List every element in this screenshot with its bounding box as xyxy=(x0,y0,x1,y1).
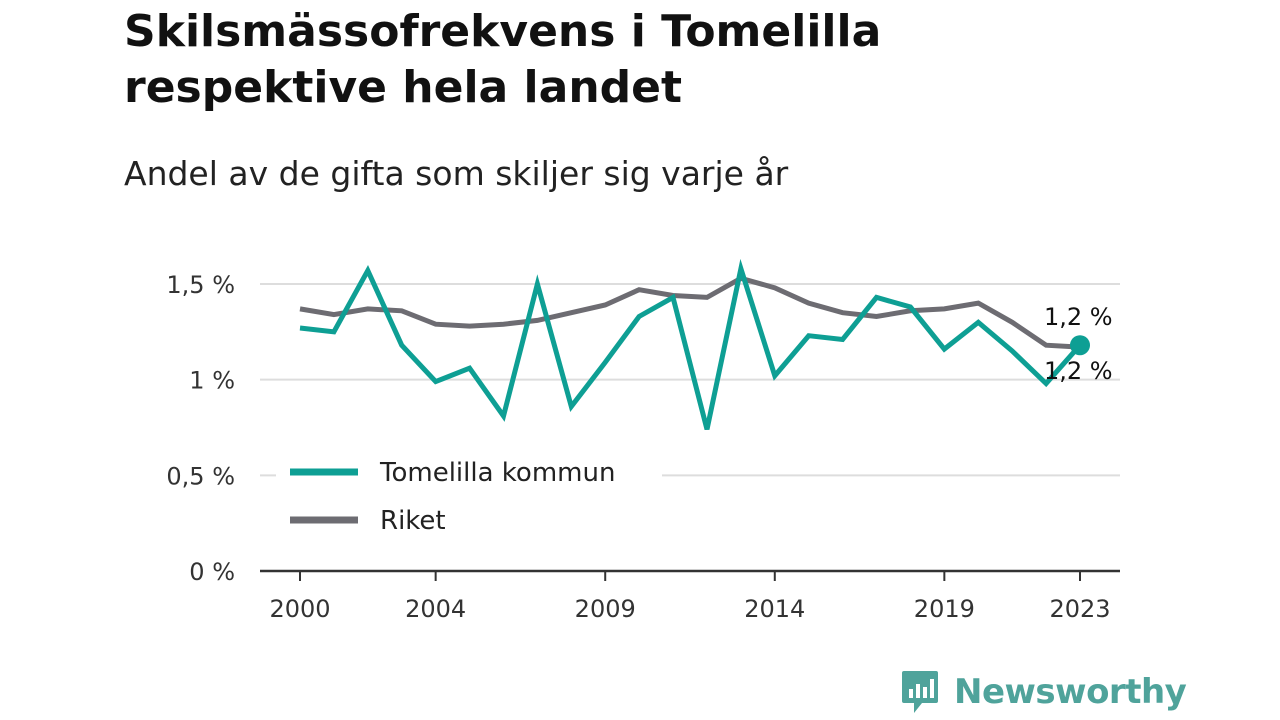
y-tick-label: 1 % xyxy=(189,367,235,395)
legend-label-tomelilla: Tomelilla kommun xyxy=(379,458,615,488)
end-value-labels: 1,2 % 1,2 % xyxy=(1044,303,1113,385)
y-axis-ticks: 0 % 0,5 % 1 % 1,5 % xyxy=(166,271,235,586)
series-end-marker-tomelilla xyxy=(1070,335,1090,356)
end-value-label: 1,2 % xyxy=(1044,303,1113,331)
bar-chart-speech-bubble-icon xyxy=(902,671,938,713)
x-axis: 2000 2004 2009 2014 2019 2023 xyxy=(260,569,1120,623)
legend-background xyxy=(276,448,662,548)
x-tick-label: 2000 xyxy=(269,595,330,623)
y-tick-label: 0,5 % xyxy=(166,462,235,490)
x-tick-label: 2009 xyxy=(575,595,636,623)
chart-title: Skilsmässofrekvens i Tomelilla respektiv… xyxy=(124,6,882,113)
series-lines xyxy=(299,258,1090,431)
y-tick-label: 1,5 % xyxy=(166,271,235,299)
chart-subtitle: Andel av de gifta som skiljer sig varje … xyxy=(124,154,789,193)
series-line-riket xyxy=(299,275,1081,350)
legend: Tomelilla kommun Riket xyxy=(276,448,662,548)
end-value-label: 1,2 % xyxy=(1044,357,1113,385)
x-tick-label: 2014 xyxy=(744,595,805,623)
series-line-tomelilla xyxy=(299,258,1082,431)
x-tick-label: 2019 xyxy=(914,595,975,623)
x-tick-label: 2004 xyxy=(405,595,466,623)
x-tick-label: 2023 xyxy=(1049,595,1110,623)
y-tick-label: 0 % xyxy=(189,558,235,586)
legend-label-riket: Riket xyxy=(380,506,446,536)
brand-logo: Newsworthy xyxy=(900,668,1187,716)
brand-name: Newsworthy xyxy=(954,672,1187,712)
